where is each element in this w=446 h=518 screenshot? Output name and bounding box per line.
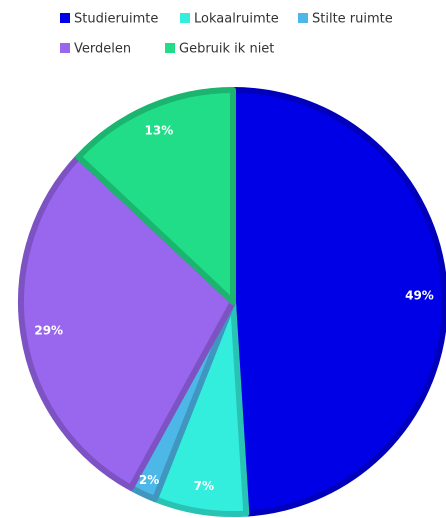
slice-border [18,153,236,491]
data-label: 7% [194,479,214,493]
legend-swatch [165,43,175,53]
legend-swatch [298,13,308,23]
legend-label: Stilte ruimte [312,12,393,27]
legend-swatch [60,43,70,53]
data-label: 49% [405,289,434,303]
slice-border [230,87,446,517]
data-label: 13% [145,123,174,137]
legend-label: Studieruimte [74,12,158,27]
pie-slice [18,153,236,491]
data-label: 2% [139,473,159,487]
pie-slice [230,87,446,517]
legend-swatch [180,13,190,23]
legend-label: Lokaalruimte [194,12,279,27]
data-label: 29% [34,324,63,338]
legend-label: Gebruik ik niet [179,42,274,57]
slice-border [75,87,236,305]
pie-slice [75,87,236,305]
legend-swatch [60,13,70,23]
legend-label: Verdelen [74,42,131,57]
